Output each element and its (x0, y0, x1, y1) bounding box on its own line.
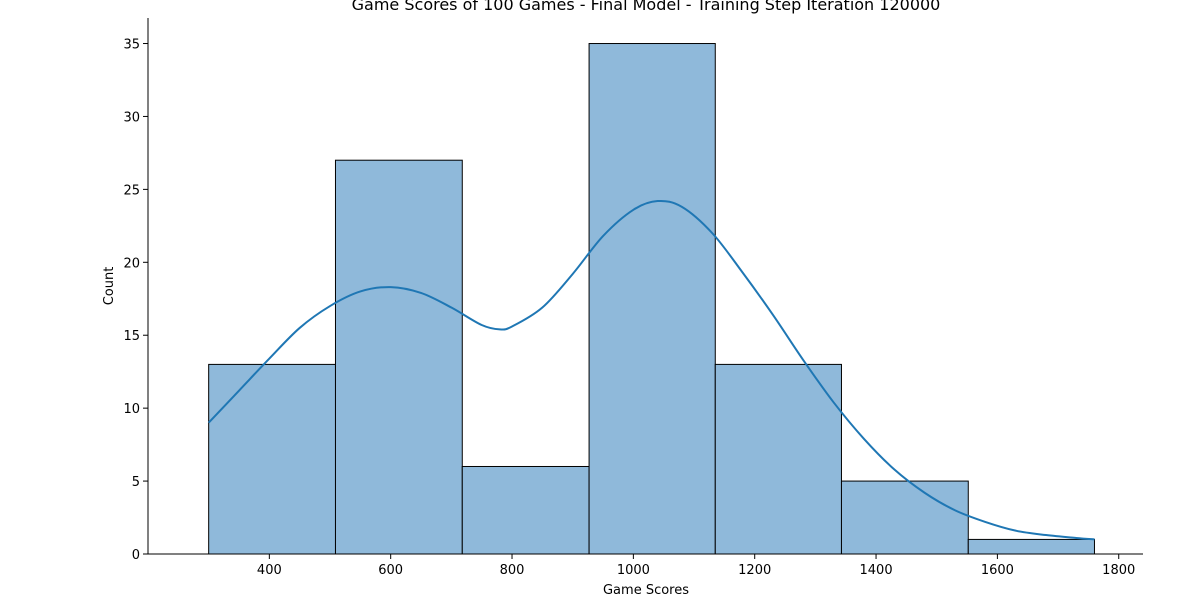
histogram-bar-0 (208, 363, 336, 555)
y-tick-label: 5 (132, 475, 140, 490)
histogram-bar-3 (588, 43, 716, 555)
histogram-bar-2 (461, 465, 590, 555)
x-tick-label: 1000 (617, 563, 650, 578)
x-tick-label: 1200 (738, 563, 771, 578)
y-ticks: 0 5 10 15 20 25 30 35 (123, 38, 148, 563)
histogram-bars (208, 43, 1095, 555)
y-tick-label: 0 (132, 548, 140, 563)
x-tick-label: 1400 (860, 563, 893, 578)
y-tick-label: 35 (123, 38, 140, 53)
kde-curve (207, 199, 1095, 541)
x-tick-label: 1600 (981, 563, 1014, 578)
histogram-bar-6 (967, 538, 1095, 555)
x-axis-title: Game Scores (603, 583, 689, 598)
histogram-bar-4 (714, 363, 842, 555)
histogram-bar-1 (334, 159, 463, 555)
x-tick-label: 1800 (1102, 563, 1135, 578)
y-tick-label: 15 (123, 329, 140, 344)
x-tick-label: 600 (378, 563, 403, 578)
y-tick-label: 20 (123, 256, 140, 271)
y-tick-label: 30 (123, 110, 140, 125)
x-ticks: 400 600 800 1000 1200 1400 1600 1800 (257, 554, 1135, 578)
y-tick-label: 10 (123, 402, 140, 417)
y-axis-title: Count (102, 267, 117, 306)
chart-title: Game Scores of 100 Games - Final Model -… (352, 0, 941, 14)
histogram-bar-5 (840, 480, 969, 555)
x-tick-label: 800 (500, 563, 525, 578)
y-tick-label: 25 (123, 183, 140, 198)
x-tick-label: 400 (257, 563, 282, 578)
